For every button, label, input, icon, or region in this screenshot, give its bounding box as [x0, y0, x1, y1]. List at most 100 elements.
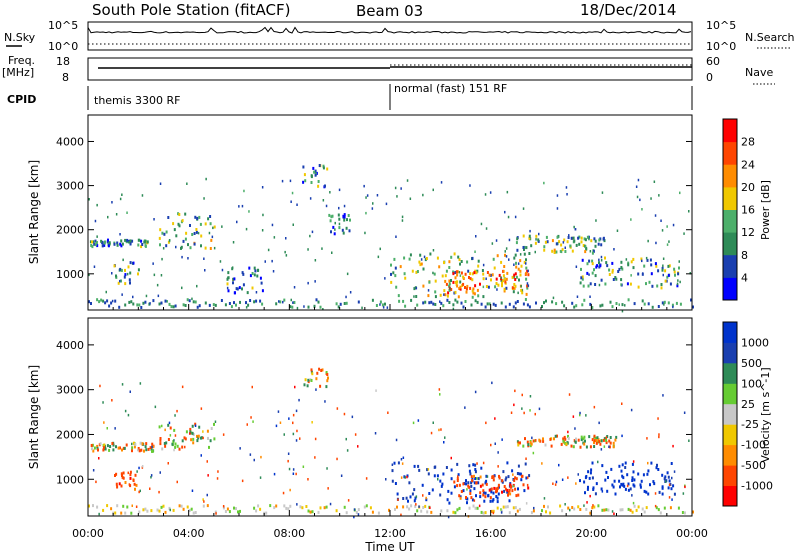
heatmap-cell — [516, 472, 519, 475]
heatmap-cell — [204, 246, 207, 250]
heatmap-cell — [654, 504, 657, 508]
heatmap-cell — [158, 490, 160, 494]
heatmap-cell — [605, 508, 608, 512]
x-tick-label: 12:00 — [374, 527, 406, 540]
heatmap-cell — [477, 481, 480, 485]
heatmap-cell — [430, 431, 433, 435]
cpid-mode-label-themis: themis 3300 RF — [94, 94, 181, 107]
heatmap-cell — [611, 268, 614, 272]
heatmap-cell — [513, 286, 516, 290]
heatmap-cell — [314, 259, 317, 262]
heatmap-cell — [404, 476, 406, 479]
heatmap-cell — [646, 472, 649, 476]
heatmap-cell — [132, 295, 134, 299]
heatmap-cell — [653, 482, 656, 486]
heatmap-cell — [206, 460, 208, 463]
heatmap-cell — [504, 253, 506, 257]
heatmap-cell — [645, 256, 648, 260]
heatmap-cell — [388, 508, 390, 512]
heatmap-cell — [517, 464, 520, 468]
heatmap-cell — [400, 187, 402, 190]
heatmap-cell — [471, 256, 474, 260]
heatmap-cell — [513, 256, 516, 260]
heatmap-cell — [422, 267, 425, 271]
heatmap-cell — [398, 299, 401, 303]
heatmap-cell — [585, 507, 588, 511]
heatmap-cell — [519, 472, 522, 476]
heatmap-cell — [552, 482, 554, 485]
heatmap-cell — [183, 436, 186, 440]
heatmap-cell — [471, 479, 474, 483]
heatmap-cell — [551, 300, 554, 304]
heatmap-cell — [584, 250, 587, 254]
heatmap-cell — [357, 300, 360, 304]
heatmap-cell — [424, 258, 427, 262]
heatmap-cell — [692, 305, 694, 309]
heatmap-cell — [551, 249, 554, 253]
heatmap-cell — [363, 184, 365, 188]
heatmap-cell — [164, 510, 167, 514]
heatmap-cell — [254, 269, 257, 273]
heatmap-cell — [579, 479, 581, 483]
heatmap-cell — [566, 441, 569, 445]
heatmap-cell — [243, 189, 245, 193]
heatmap-cell — [477, 294, 480, 298]
heatmap-cell — [116, 241, 119, 245]
heatmap-cell — [469, 492, 472, 495]
heatmap-cell — [96, 444, 99, 448]
heatmap-cell — [129, 473, 132, 477]
heatmap-cell — [460, 301, 463, 305]
heatmap-cell — [231, 266, 234, 269]
heatmap-cell — [441, 274, 444, 278]
heatmap-cell — [579, 411, 581, 415]
heatmap-cell — [504, 210, 506, 214]
heatmap-cell — [495, 277, 498, 281]
heatmap-cell — [450, 468, 453, 472]
heatmap-cell — [608, 273, 611, 276]
heatmap-cell — [486, 475, 489, 478]
heatmap-cell — [454, 276, 457, 280]
heatmap-cell — [567, 236, 570, 239]
heatmap-cell — [201, 436, 203, 440]
heatmap-cell — [293, 286, 296, 289]
colorbar-tick-label: 28 — [741, 136, 755, 149]
heatmap-cell — [440, 181, 443, 184]
heatmap-cell — [158, 509, 161, 513]
heatmap-cell — [143, 240, 146, 244]
heatmap-cell — [416, 303, 419, 307]
heatmap-cell — [134, 487, 136, 491]
heatmap-cell — [597, 440, 600, 444]
heatmap-cell — [137, 272, 139, 276]
heatmap-cell — [242, 283, 245, 287]
heatmap-cell — [518, 441, 520, 445]
heatmap-cell — [495, 495, 498, 498]
heatmap-cell — [592, 486, 595, 490]
heatmap-cell — [167, 438, 170, 441]
heatmap-cell — [106, 240, 109, 244]
heatmap-cell — [595, 219, 597, 222]
heatmap-cell — [465, 496, 467, 499]
heatmap-cell — [643, 510, 646, 514]
heatmap-cell — [679, 191, 681, 195]
heatmap-cell — [343, 213, 346, 217]
heatmap-cell — [322, 199, 325, 202]
heatmap-cell — [415, 495, 418, 498]
heatmap-cell — [466, 284, 469, 288]
heatmap-cell — [111, 399, 113, 402]
heatmap-cell — [253, 458, 255, 462]
heatmap-cell — [501, 438, 503, 441]
heatmap-cell — [549, 437, 552, 441]
heatmap-cell — [433, 272, 436, 276]
heatmap-cell — [469, 184, 471, 187]
heatmap-cell — [454, 511, 457, 515]
heatmap-cell — [191, 297, 193, 301]
heatmap-cell — [482, 263, 485, 267]
heatmap-cell — [334, 221, 336, 225]
heatmap-cell — [413, 287, 416, 291]
heatmap-cell — [619, 485, 621, 489]
heatmap-cell — [346, 449, 349, 452]
heatmap-cell — [470, 475, 473, 479]
heatmap-cell — [440, 509, 443, 513]
heatmap-cell — [464, 272, 467, 276]
colorbar-tick-label: 20 — [741, 181, 755, 194]
